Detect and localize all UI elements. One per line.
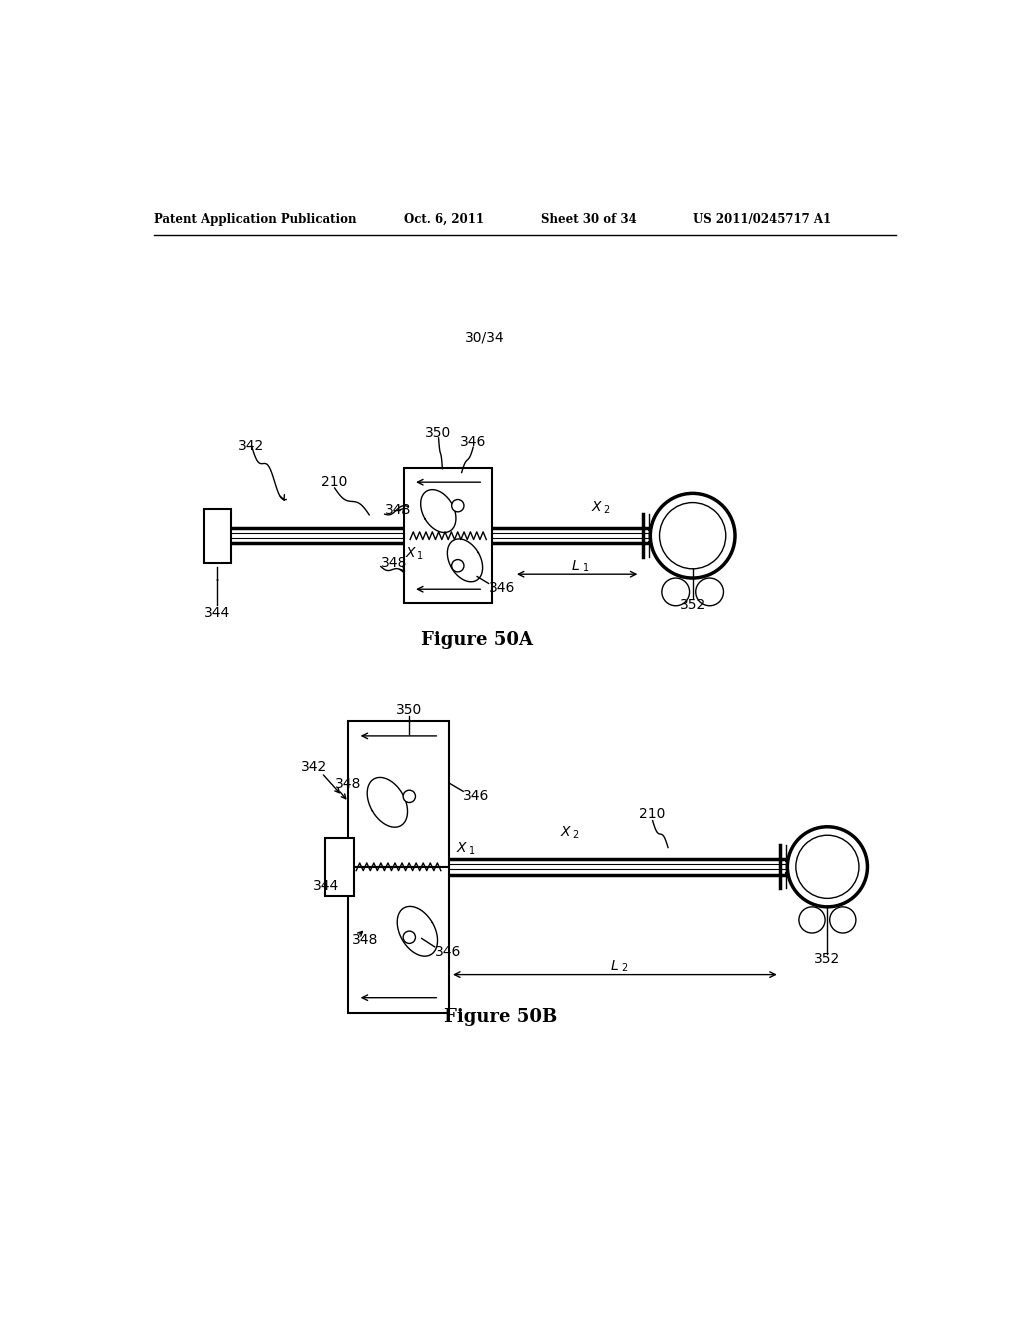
Text: 1: 1 — [417, 550, 423, 561]
Text: 210: 210 — [639, 808, 666, 821]
Circle shape — [659, 503, 726, 569]
Text: 350: 350 — [425, 425, 452, 440]
Text: 350: 350 — [396, 704, 423, 718]
Text: Oct. 6, 2011: Oct. 6, 2011 — [403, 213, 484, 226]
Text: 344: 344 — [313, 879, 339, 894]
Text: 348: 348 — [352, 933, 379, 946]
Text: Sheet 30 of 34: Sheet 30 of 34 — [541, 213, 637, 226]
Text: 342: 342 — [301, 760, 327, 774]
Bar — [348, 867, 449, 1014]
Circle shape — [403, 931, 416, 944]
Text: Patent Application Publication: Patent Application Publication — [154, 213, 356, 226]
Text: X: X — [561, 825, 570, 840]
Circle shape — [662, 578, 689, 606]
Text: L: L — [571, 558, 580, 573]
Text: 1: 1 — [469, 846, 475, 855]
Text: Figure 50B: Figure 50B — [443, 1008, 557, 1026]
Bar — [348, 721, 449, 867]
Text: 2: 2 — [621, 964, 628, 973]
Text: X: X — [457, 841, 466, 854]
Circle shape — [799, 907, 825, 933]
Text: 210: 210 — [322, 475, 348, 488]
Bar — [403, 469, 493, 603]
Circle shape — [650, 494, 735, 578]
Text: 2: 2 — [572, 830, 579, 841]
Text: 1: 1 — [583, 562, 589, 573]
Text: 352: 352 — [814, 952, 841, 966]
Text: 2: 2 — [603, 506, 609, 515]
Circle shape — [695, 578, 724, 606]
Text: 344: 344 — [204, 606, 230, 619]
Circle shape — [796, 836, 859, 899]
Text: L: L — [610, 960, 618, 973]
Bar — [204, 508, 230, 562]
Text: 346: 346 — [488, 581, 515, 595]
Text: US 2011/0245717 A1: US 2011/0245717 A1 — [692, 213, 830, 226]
Circle shape — [829, 907, 856, 933]
Text: 342: 342 — [239, 438, 264, 453]
Text: 348: 348 — [385, 503, 411, 516]
Text: 348: 348 — [381, 556, 408, 570]
Circle shape — [403, 791, 416, 803]
Text: Figure 50A: Figure 50A — [421, 631, 534, 648]
Text: 352: 352 — [680, 598, 706, 612]
Text: 346: 346 — [463, 789, 489, 803]
Bar — [325, 837, 354, 896]
Text: 348: 348 — [335, 777, 361, 792]
Circle shape — [787, 826, 867, 907]
Text: 346: 346 — [460, 434, 486, 449]
Text: X: X — [592, 500, 601, 515]
Circle shape — [452, 560, 464, 572]
Circle shape — [452, 499, 464, 512]
Text: 346: 346 — [435, 945, 461, 958]
Text: X: X — [406, 545, 415, 560]
Text: 30/34: 30/34 — [465, 331, 505, 345]
